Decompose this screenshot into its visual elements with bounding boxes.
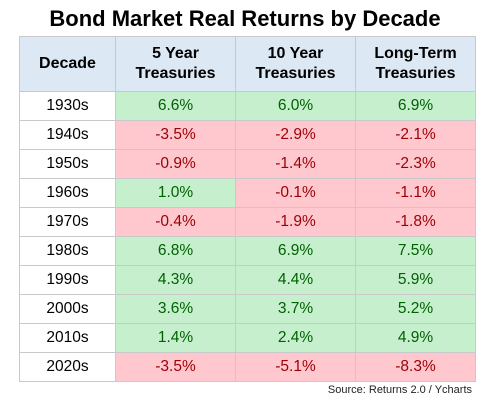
return-cell: 3.7% [235, 294, 356, 324]
table-row: 1960s 1.0% -0.1% -1.1% [19, 178, 476, 208]
table-row: 1950s -0.9% -1.4% -2.3% [19, 149, 476, 179]
column-header-line: Treasuries [255, 65, 336, 82]
return-cell: 1.0% [115, 178, 236, 208]
table-row: 1970s -0.4% -1.9% -1.8% [19, 207, 476, 237]
return-cell: -3.5% [115, 352, 236, 382]
decade-cell: 1940s [19, 120, 116, 150]
return-cell: 6.0% [235, 91, 356, 121]
column-header-line: Decade [39, 55, 96, 72]
table-row: 1990s 4.3% 4.4% 5.9% [19, 265, 476, 295]
return-cell: 6.8% [115, 236, 236, 266]
return-cell: -0.1% [235, 178, 356, 208]
column-header-3: Long-Term Treasuries [355, 36, 476, 92]
table-row: 2020s -3.5% -5.1% -8.3% [19, 352, 476, 382]
column-header-line: Treasuries [375, 65, 456, 82]
return-cell: -2.3% [355, 149, 476, 179]
return-cell: 5.2% [355, 294, 476, 324]
header-row: Decade 5 Year Treasuries 10 Year Treasuries L… [19, 36, 476, 92]
table-body: 1930s 6.6% 6.0% 6.9% 1940s -3.5% -2.9% -2.1% 195… [19, 91, 476, 382]
return-cell: 5.9% [355, 265, 476, 295]
decade-cell: 1960s [19, 178, 116, 208]
return-cell: 4.4% [235, 265, 356, 295]
decade-cell: 2020s [19, 352, 116, 382]
return-cell: 7.5% [355, 236, 476, 266]
decade-cell: 2000s [19, 294, 116, 324]
table-row: 1980s 6.8% 6.9% 7.5% [19, 236, 476, 266]
decade-cell: 1980s [19, 236, 116, 266]
return-cell: 6.6% [115, 91, 236, 121]
table-row: 2010s 1.4% 2.4% 4.9% [19, 323, 476, 353]
return-cell: -2.1% [355, 120, 476, 150]
return-cell: -0.4% [115, 207, 236, 237]
decade-cell: 1930s [19, 91, 116, 121]
return-cell: 6.9% [355, 91, 476, 121]
return-cell: 2.4% [235, 323, 356, 353]
decade-cell: 2010s [19, 323, 116, 353]
return-cell: -0.9% [115, 149, 236, 179]
column-header-0: Decade [19, 36, 116, 92]
returns-table: Decade 5 Year Treasuries 10 Year Treasuries L… [19, 36, 476, 382]
column-header-line: 10 Year [267, 45, 324, 62]
return-cell: -1.8% [355, 207, 476, 237]
chart-title: Bond Market Real Returns by Decade [49, 6, 441, 31]
return-cell: 1.4% [115, 323, 236, 353]
return-cell: -1.1% [355, 178, 476, 208]
table-row: 1940s -3.5% -2.9% -2.1% [19, 120, 476, 150]
column-header-line: Treasuries [135, 65, 216, 82]
column-header-line: 5 Year [152, 45, 199, 62]
return-cell: -3.5% [115, 120, 236, 150]
return-cell: -8.3% [355, 352, 476, 382]
return-cell: 4.9% [355, 323, 476, 353]
return-cell: 4.3% [115, 265, 236, 295]
column-header-line: Long-Term [374, 45, 457, 62]
decade-cell: 1950s [19, 149, 116, 179]
return-cell: 6.9% [235, 236, 356, 266]
return-cell: -2.9% [235, 120, 356, 150]
decade-cell: 1990s [19, 265, 116, 295]
source-note: Source: Returns 2.0 / Ycharts [327, 384, 472, 396]
return-cell: 3.6% [115, 294, 236, 324]
column-header-2: 10 Year Treasuries [235, 36, 356, 92]
column-header-1: 5 Year Treasuries [115, 36, 236, 92]
return-cell: -5.1% [235, 352, 356, 382]
table-row: 1930s 6.6% 6.0% 6.9% [19, 91, 476, 121]
decade-cell: 1970s [19, 207, 116, 237]
table-row: 2000s 3.6% 3.7% 5.2% [19, 294, 476, 324]
return-cell: -1.4% [235, 149, 356, 179]
return-cell: -1.9% [235, 207, 356, 237]
